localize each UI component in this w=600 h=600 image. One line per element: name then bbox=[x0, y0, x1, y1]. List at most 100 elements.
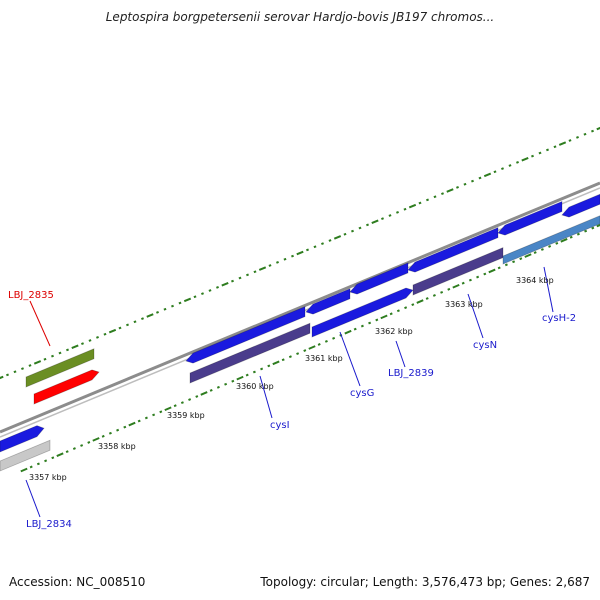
tick-upper-52 bbox=[388, 214, 392, 217]
gene-label-lbj-2839[interactable]: LBJ_2839 bbox=[388, 368, 434, 379]
tick-lower-34 bbox=[267, 364, 271, 368]
tick-lower-42 bbox=[324, 339, 328, 343]
tick-upper-34 bbox=[253, 270, 257, 274]
tick-upper-27 bbox=[201, 292, 204, 296]
tick-upper-17 bbox=[126, 323, 129, 327]
tick-lower-80 bbox=[596, 223, 600, 228]
feature-cds-cysg[interactable] bbox=[311, 287, 414, 338]
feature-cds-cysh-2[interactable] bbox=[502, 215, 600, 265]
tick-upper-3 bbox=[21, 367, 24, 371]
tick-lower-41 bbox=[317, 343, 321, 346]
tick-upper-54 bbox=[403, 207, 407, 211]
tick-marks-upper bbox=[0, 126, 600, 380]
tick-upper-1 bbox=[6, 373, 9, 377]
tick-upper-53 bbox=[396, 210, 399, 214]
tick-upper-44 bbox=[328, 239, 332, 242]
tick-lower-2 bbox=[36, 462, 40, 466]
feature-lbj-2834-grey[interactable] bbox=[0, 439, 51, 472]
tick-upper-70 bbox=[521, 156, 529, 162]
tick-upper-71 bbox=[531, 154, 534, 158]
tick-lower-6 bbox=[65, 450, 69, 454]
gene-label-lbj-2835[interactable]: LBJ_2835 bbox=[8, 290, 54, 301]
tick-lower-74 bbox=[555, 241, 559, 245]
tick-upper-4 bbox=[28, 364, 32, 367]
tick-upper-74 bbox=[553, 145, 557, 149]
tick-lower-16 bbox=[137, 419, 141, 423]
tick-lower-73 bbox=[548, 245, 552, 248]
tick-upper-33 bbox=[246, 273, 249, 277]
tick-lower-54 bbox=[411, 303, 415, 307]
tick-upper-65 bbox=[483, 172, 492, 178]
feature-cds-cysi[interactable] bbox=[189, 322, 311, 384]
tick-lower-70 bbox=[524, 253, 532, 258]
tick-lower-59 bbox=[447, 287, 451, 291]
tick-lower-55 bbox=[416, 299, 424, 304]
tick-upper-16 bbox=[118, 326, 122, 330]
tick-upper-46 bbox=[343, 232, 347, 236]
tick-upper-28 bbox=[208, 289, 212, 292]
feature-cds-left[interactable] bbox=[0, 425, 45, 453]
leader-cysi bbox=[259, 375, 273, 419]
feature-cds-3[interactable] bbox=[349, 262, 409, 295]
feature-cds-2[interactable] bbox=[305, 288, 351, 315]
tick-lower-10 bbox=[92, 437, 100, 442]
tick-upper-9 bbox=[66, 348, 69, 352]
leader-cysn bbox=[467, 293, 484, 339]
tick-upper-37 bbox=[276, 260, 279, 264]
tick-upper-62 bbox=[463, 182, 467, 186]
tick-lower-65 bbox=[488, 268, 496, 274]
tick-lower-1 bbox=[29, 465, 33, 469]
tick-upper-56 bbox=[418, 201, 422, 205]
feature-lbj-2835-red[interactable] bbox=[33, 369, 100, 405]
leader-lbj-2834 bbox=[25, 479, 41, 518]
tick-upper-59 bbox=[441, 192, 444, 196]
tick-upper-8 bbox=[58, 351, 62, 355]
tick-upper-26 bbox=[193, 295, 197, 299]
feature-cds-5[interactable] bbox=[497, 200, 563, 236]
tick-upper-35 bbox=[258, 266, 267, 271]
tick-upper-76 bbox=[568, 139, 572, 142]
tick-upper-50 bbox=[371, 219, 379, 225]
tick-upper-2 bbox=[13, 370, 17, 374]
gene-label-cysi[interactable]: cysI bbox=[270, 420, 290, 431]
label-leader-lines bbox=[25, 266, 554, 518]
tick-upper-19 bbox=[141, 317, 144, 321]
tick-upper-40 bbox=[296, 250, 304, 256]
tick-upper-64 bbox=[478, 176, 482, 180]
tick-upper-47 bbox=[351, 229, 354, 233]
tick-lower-27 bbox=[216, 385, 220, 389]
tick-upper-14 bbox=[103, 332, 107, 336]
tick-lower-52 bbox=[396, 309, 400, 313]
tick-upper-20 bbox=[146, 313, 154, 318]
tick-lower-63 bbox=[476, 275, 480, 279]
gene-label-cysn[interactable]: cysN bbox=[473, 340, 497, 351]
tick-lower-60 bbox=[452, 283, 460, 289]
tick-marks-lower bbox=[20, 223, 600, 473]
tick-lower-31 bbox=[245, 373, 249, 377]
tick-lower-30 bbox=[236, 375, 244, 381]
tick-upper-24 bbox=[178, 301, 182, 305]
gene-label-lbj-2834[interactable]: LBJ_2834 bbox=[26, 519, 72, 530]
tick-upper-13 bbox=[96, 335, 99, 339]
feature-track[interactable] bbox=[0, 193, 600, 472]
feature-lbj-2835-green[interactable] bbox=[25, 348, 95, 388]
tick-lower-33 bbox=[260, 367, 264, 371]
tick-lower-0 bbox=[20, 467, 28, 473]
gene-label-cysh-2[interactable]: cysH-2 bbox=[542, 313, 576, 324]
tick-lower-26 bbox=[209, 388, 213, 392]
feature-cds-4[interactable] bbox=[407, 227, 499, 273]
tick-upper-80 bbox=[596, 126, 600, 131]
tick-upper-23 bbox=[171, 304, 174, 308]
tick-upper-0 bbox=[0, 375, 4, 380]
feature-cds-6[interactable] bbox=[561, 193, 600, 218]
gene-label-cysg[interactable]: cysG bbox=[350, 388, 374, 399]
tick-lower-62 bbox=[468, 278, 472, 282]
tick-lower-9 bbox=[87, 441, 91, 444]
tick-upper-73 bbox=[546, 148, 549, 152]
leader-lbj-2835 bbox=[29, 300, 51, 347]
tick-upper-7 bbox=[51, 354, 54, 358]
leader-cysh-2 bbox=[543, 266, 554, 313]
tick-upper-15 bbox=[108, 328, 117, 334]
feature-cds-1[interactable] bbox=[185, 306, 306, 364]
tick-upper-66 bbox=[493, 170, 497, 174]
